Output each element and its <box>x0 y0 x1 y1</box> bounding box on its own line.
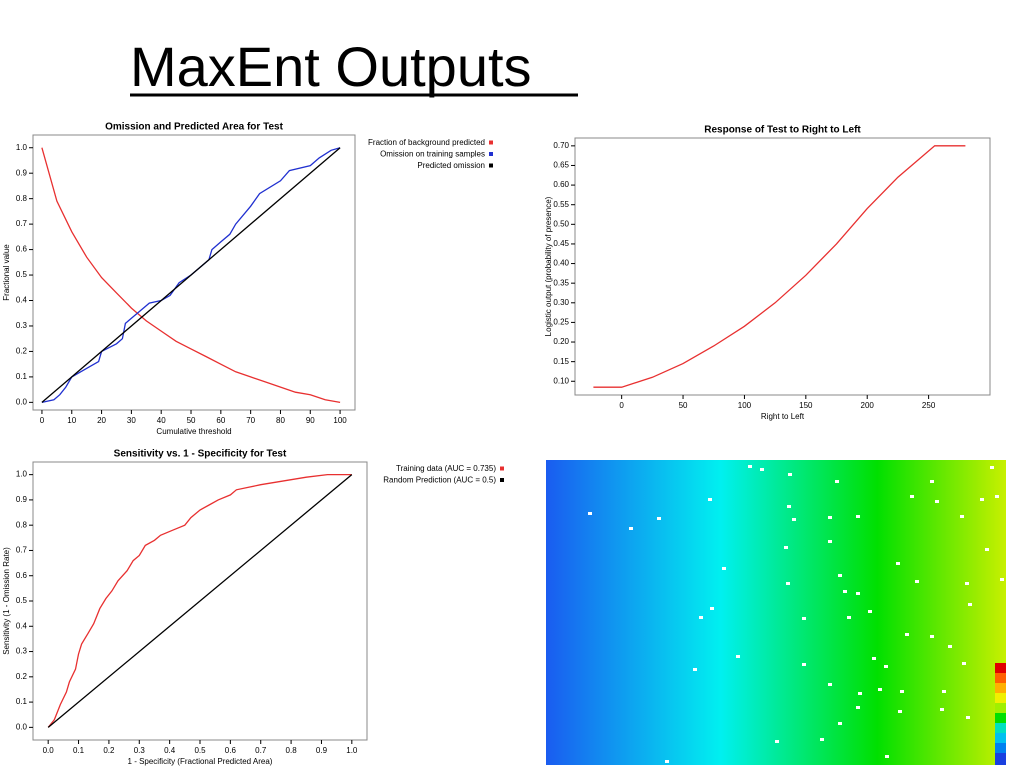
x-tick-label: 20 <box>97 416 106 425</box>
legend-label: Predicted omission <box>417 161 485 170</box>
y-tick-label: 0.10 <box>553 376 569 385</box>
y-axis-label: Fractional value <box>2 244 11 301</box>
x-tick-label: 90 <box>306 416 315 425</box>
x-tick-label: 250 <box>922 401 936 410</box>
x-tick-label: 0.2 <box>103 746 115 755</box>
y-tick-label: 0.25 <box>553 318 569 327</box>
x-tick-label: 0.0 <box>43 746 55 755</box>
y-tick-label: 0.60 <box>553 180 569 189</box>
x-tick-label: 200 <box>861 401 875 410</box>
legend-label: Training data (AUC = 0.735) <box>396 464 496 473</box>
x-tick-label: 70 <box>246 416 255 425</box>
y-tick-label: 0.9 <box>16 495 28 504</box>
y-tick-label: 0.8 <box>16 520 28 529</box>
legend-swatch <box>489 140 493 145</box>
legend-swatch <box>489 152 493 156</box>
y-tick-label: 0.3 <box>16 321 28 330</box>
x-tick-label: 1.0 <box>346 746 358 755</box>
map-color-bar <box>995 663 1006 765</box>
x-tick-label: 40 <box>157 416 166 425</box>
x-tick-label: 100 <box>333 416 347 425</box>
legend-swatch <box>489 163 493 168</box>
x-tick-label: 0.9 <box>316 746 328 755</box>
x-tick-label: 0.3 <box>134 746 146 755</box>
x-axis-label: Cumulative threshold <box>156 427 231 436</box>
y-axis-label: Sensitivity (1 - Omission Rate) <box>2 547 11 655</box>
legend-label: Fraction of background predicted <box>368 138 485 147</box>
series-line <box>593 145 966 388</box>
y-tick-label: 0.50 <box>553 219 569 228</box>
series-line <box>41 147 341 403</box>
y-tick-label: 0.70 <box>553 141 569 150</box>
x-tick-label: 0 <box>619 401 624 410</box>
x-tick-label: 0.6 <box>225 746 237 755</box>
x-tick-label: 150 <box>799 401 813 410</box>
series-line <box>41 147 341 404</box>
chart-title: Sensitivity vs. 1 - Specificity for Test <box>114 449 287 460</box>
y-tick-label: 1.0 <box>16 470 28 479</box>
map-points <box>588 465 1004 763</box>
y-tick-label: 0.8 <box>16 194 28 203</box>
y-tick-label: 0.3 <box>16 647 28 656</box>
y-tick-label: 0.35 <box>553 278 569 287</box>
legend-swatch <box>500 478 504 482</box>
x-tick-label: 30 <box>127 416 136 425</box>
y-tick-label: 1.0 <box>16 143 28 152</box>
y-tick-label: 0.20 <box>553 337 569 346</box>
y-tick-label: 0.7 <box>16 219 28 228</box>
chart-title: Response of Test to Right to Left <box>704 125 861 136</box>
y-tick-label: 0.65 <box>553 161 569 170</box>
plot-frame <box>32 134 356 411</box>
x-axis-label: Right to Left <box>761 412 805 421</box>
x-tick-label: 0 <box>40 416 45 425</box>
y-tick-label: 0.0 <box>16 722 28 731</box>
x-tick-label: 50 <box>679 401 688 410</box>
legend-label: Omission on training samples <box>380 150 485 159</box>
y-tick-label: 0.4 <box>16 296 28 305</box>
x-tick-label: 0.7 <box>255 746 267 755</box>
y-tick-label: 0.7 <box>16 546 28 555</box>
y-tick-label: 0.9 <box>16 168 28 177</box>
x-tick-label: 0.8 <box>286 746 298 755</box>
x-tick-label: 0.4 <box>164 746 176 755</box>
series-line <box>47 474 353 728</box>
chart-title: Omission and Predicted Area for Test <box>105 122 283 133</box>
y-tick-label: 0.5 <box>16 270 28 279</box>
x-tick-label: 80 <box>276 416 285 425</box>
y-tick-label: 0.1 <box>16 697 28 706</box>
x-tick-label: 60 <box>216 416 225 425</box>
x-axis-label: 1 - Specificity (Fractional Predicted Ar… <box>128 757 273 766</box>
y-tick-label: 0.2 <box>16 347 28 356</box>
legend-label: Random Prediction (AUC = 0.5) <box>383 476 496 485</box>
y-tick-label: 0.4 <box>16 621 28 630</box>
y-tick-label: 0.15 <box>553 357 569 366</box>
x-tick-label: 100 <box>738 401 752 410</box>
y-tick-label: 0.6 <box>16 245 28 254</box>
slide-title: MaxEnt Outputs <box>130 35 532 98</box>
y-tick-label: 0.40 <box>553 259 569 268</box>
y-axis-label: Logistic output (probability of presence… <box>544 196 553 336</box>
map <box>546 460 1006 765</box>
y-tick-label: 0.0 <box>16 397 28 406</box>
y-tick-label: 0.6 <box>16 571 28 580</box>
x-tick-label: 10 <box>67 416 76 425</box>
y-tick-label: 0.1 <box>16 372 28 381</box>
x-tick-label: 0.5 <box>194 746 206 755</box>
x-tick-label: 0.1 <box>73 746 85 755</box>
x-tick-label: 50 <box>187 416 196 425</box>
legend-swatch <box>500 466 504 471</box>
map-raster <box>546 460 1006 765</box>
y-tick-label: 0.5 <box>16 596 28 605</box>
series-line <box>47 473 352 728</box>
y-tick-label: 0.45 <box>553 239 569 248</box>
y-tick-label: 0.55 <box>553 200 569 209</box>
y-tick-label: 0.2 <box>16 672 28 681</box>
y-tick-label: 0.30 <box>553 298 569 307</box>
series-line <box>41 147 341 404</box>
plot-frame <box>574 137 991 396</box>
